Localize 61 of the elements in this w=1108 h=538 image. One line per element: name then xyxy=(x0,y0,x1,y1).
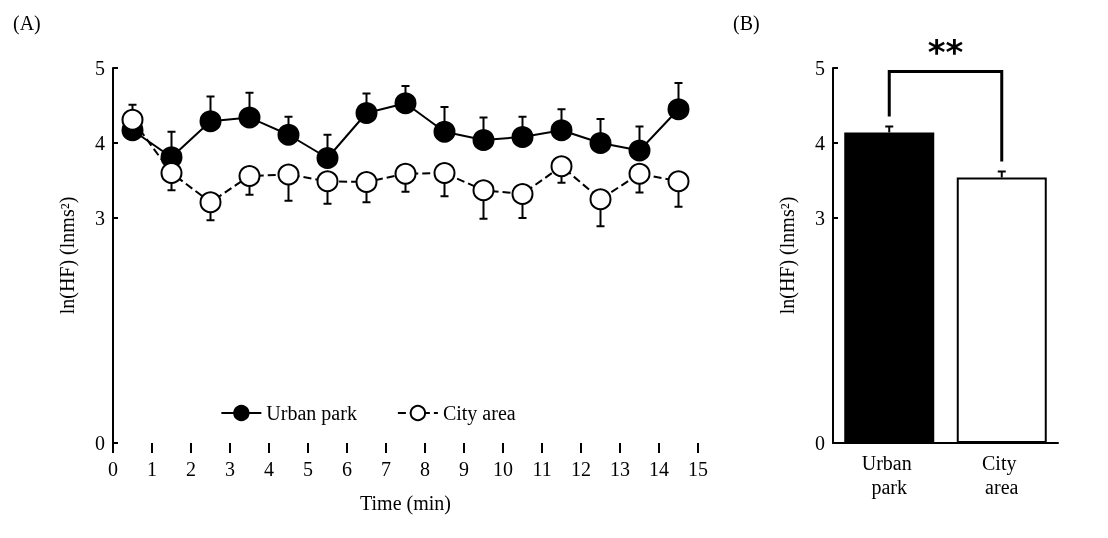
point xyxy=(238,165,261,187)
y-axis-title: ln(HF) (lnms²) xyxy=(776,196,799,315)
point xyxy=(667,170,690,193)
x-tick-label: 4 xyxy=(264,458,274,480)
point xyxy=(628,162,651,185)
x-axis-title: Time (min) xyxy=(360,492,451,515)
y-tick-label: 5 xyxy=(815,57,825,79)
point xyxy=(199,191,222,214)
y-tick-label: 0 xyxy=(815,432,825,454)
x-tick-label: 10 xyxy=(493,458,513,480)
point xyxy=(472,179,495,202)
point xyxy=(394,92,417,115)
x-tick-label: 1 xyxy=(147,458,157,480)
point xyxy=(238,106,261,129)
point xyxy=(355,171,378,193)
x-tick-label: 2 xyxy=(186,458,196,480)
y-tick-label: 4 xyxy=(95,132,105,154)
point xyxy=(550,119,573,142)
x-tick-label: 12 xyxy=(571,458,591,480)
point xyxy=(355,102,378,124)
point xyxy=(316,170,339,193)
point xyxy=(472,129,495,151)
point xyxy=(628,139,651,162)
point xyxy=(316,147,339,169)
point xyxy=(589,132,612,154)
point xyxy=(433,162,456,184)
y-tick-label: 3 xyxy=(95,207,105,229)
x-tick-label: 6 xyxy=(342,458,352,480)
x-tick-label: 11 xyxy=(532,458,552,480)
y-tick-label: 0 xyxy=(95,432,105,454)
point xyxy=(121,108,144,131)
x-tick-label: 9 xyxy=(459,458,469,480)
point xyxy=(394,162,417,185)
legend-label: City area xyxy=(442,402,516,425)
annotation: ** xyxy=(927,31,964,72)
x-tick-label: 14 xyxy=(649,458,669,480)
point xyxy=(433,120,456,143)
point xyxy=(511,126,534,148)
x-tick-label: 13 xyxy=(610,458,630,480)
point xyxy=(277,123,300,146)
x-tick-label: 5 xyxy=(303,458,313,480)
x-tick-label: 8 xyxy=(420,458,430,480)
point xyxy=(511,183,534,205)
x-tick-label: 7 xyxy=(381,458,391,480)
legend-label: Urban park xyxy=(266,402,357,425)
point xyxy=(667,98,690,121)
y-tick-label: 3 xyxy=(815,207,825,229)
x-tick-label: 15 xyxy=(688,458,708,480)
point xyxy=(199,110,222,133)
point xyxy=(160,162,183,184)
x-tick-label: Urban park xyxy=(861,452,917,499)
chart-title: (B) xyxy=(733,12,760,35)
y-tick-label: 5 xyxy=(95,57,105,79)
y-tick-label: 4 xyxy=(815,132,825,154)
chart-title: (A) xyxy=(13,12,41,35)
x-tick-label: 3 xyxy=(225,458,235,480)
y-axis-title: ln(HF) (lnms²) xyxy=(56,196,79,315)
point xyxy=(589,188,612,211)
point xyxy=(277,163,300,186)
x-tick-label: City area xyxy=(982,452,1022,498)
point xyxy=(550,155,573,178)
